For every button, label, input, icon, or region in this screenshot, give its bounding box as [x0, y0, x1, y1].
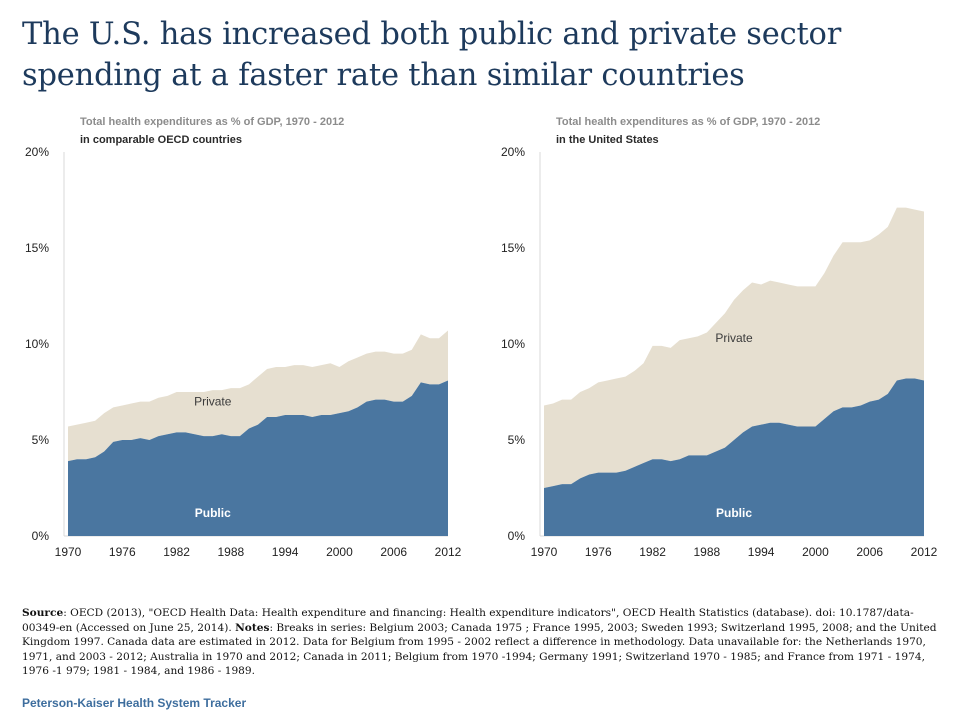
page-title: The U.S. has increased both public and p…: [22, 17, 842, 93]
x-tick-label: 1994: [748, 545, 775, 559]
brand-credit: Peterson-Kaiser Health System Tracker: [22, 696, 247, 710]
x-tick-label: 2012: [435, 545, 462, 559]
y-tick-label: 0%: [508, 529, 526, 543]
x-tick-label: 2012: [911, 545, 938, 559]
y-tick-label: 15%: [25, 241, 49, 255]
x-tick-label: 1988: [694, 545, 721, 559]
area-chart-us: Total health expenditures as % of GDP, 1…: [501, 116, 938, 559]
footnote: Source: OECD (2013), "OECD Health Data: …: [22, 606, 942, 679]
chart-united-states: Total health expenditures as % of GDP, 1…: [476, 112, 946, 582]
series-private-area: [544, 207, 924, 488]
series-private-area: [68, 330, 448, 462]
x-tick-label: 2000: [326, 545, 353, 559]
chart-subtitle: Total health expenditures as % of GDP, 1…: [556, 116, 820, 128]
y-tick-label: 10%: [501, 337, 525, 351]
x-tick-label: 1988: [218, 545, 245, 559]
y-tick-label: 5%: [32, 433, 50, 447]
series-public-area: [68, 380, 448, 536]
x-tick-label: 1982: [163, 545, 190, 559]
series-public-area: [544, 378, 924, 536]
series-label-public: Public: [195, 506, 231, 520]
x-tick-label: 1970: [531, 545, 558, 559]
chart-subtitle-region: in comparable OECD countries: [80, 134, 242, 146]
area-chart-oecd: Total health expenditures as % of GDP, 1…: [25, 116, 462, 559]
source-label: Source: [22, 607, 64, 619]
y-tick-label: 20%: [501, 145, 525, 159]
chart-subtitle-region: in the United States: [556, 134, 659, 146]
x-tick-label: 1970: [55, 545, 82, 559]
notes-label: Notes: [235, 621, 270, 634]
x-tick-label: 2006: [380, 545, 407, 559]
y-tick-label: 10%: [25, 337, 49, 351]
notes-text: : Breaks in series: Belgium 2003; Canada…: [22, 621, 937, 678]
y-tick-label: 0%: [32, 529, 50, 543]
series-label-private: Private: [715, 331, 753, 345]
x-tick-label: 1976: [585, 545, 612, 559]
x-tick-label: 1982: [639, 545, 666, 559]
y-tick-label: 15%: [501, 241, 525, 255]
chart-comparable-oecd: Total health expenditures as % of GDP, 1…: [0, 112, 470, 582]
x-tick-label: 2000: [802, 545, 829, 559]
source-text: : OECD (2013), "OECD Health Data: Health…: [22, 607, 914, 634]
x-tick-label: 1976: [109, 545, 136, 559]
x-tick-label: 2006: [856, 545, 883, 559]
series-label-private: Private: [194, 394, 232, 408]
y-tick-label: 5%: [508, 433, 526, 447]
y-tick-label: 20%: [25, 145, 49, 159]
series-label-public: Public: [716, 506, 752, 520]
chart-subtitle: Total health expenditures as % of GDP, 1…: [80, 116, 344, 128]
x-tick-label: 1994: [272, 545, 299, 559]
